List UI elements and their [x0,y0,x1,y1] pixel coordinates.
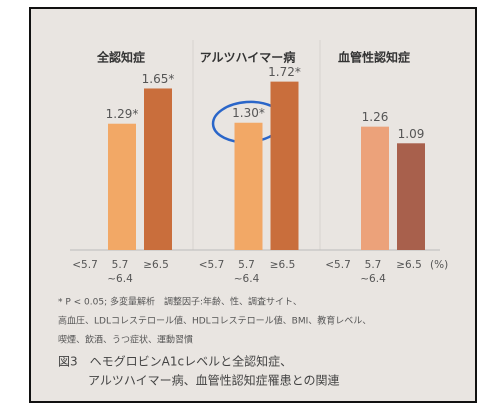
footnote: 喫煙、飲酒、うつ症状、運動習慣 [58,334,193,346]
bar [397,143,425,250]
page: 全認知症 <5.7 5.7 ~6.4 1.29* ≥6.5 1.65* アルツハイマー病 <5.… [0,0,496,408]
chart: 全認知症 <5.7 5.7 ~6.4 1.29* ≥6.5 1.65* アルツハイマー病 <5.… [0,0,496,408]
bar [235,123,263,250]
x-tick-label: 5.7 [238,259,255,271]
footnote: 高血圧、LDLコレステロール値、HDLコレステロール値、BMI、教育レベル、 [58,315,371,327]
bar [108,124,136,250]
group-title: アルツハイマー病 [200,50,296,65]
bar [271,82,299,250]
x-tick-label: 5.7 [112,259,129,271]
x-tick-label: ~6.4 [107,273,133,285]
x-unit: (%) [430,259,448,271]
x-tick-label: ~6.4 [234,273,260,285]
value-label: 1.65* [142,72,175,86]
bar [361,127,389,250]
value-label: 1.29* [106,107,139,121]
x-tick-label: ~6.4 [360,273,386,285]
caption: 図3 ヘモグロビンA1cレベルと全認知症、 [58,354,292,369]
caption: アルツハイマー病、血管性認知症罹患との関連 [88,373,340,388]
value-label: 1.26 [362,110,389,124]
group-title: 全認知症 [96,50,145,65]
x-tick-label: ≥6.5 [143,259,169,271]
x-tick-label: ≥6.5 [396,259,422,271]
value-label: 1.09 [398,127,425,141]
bar [144,88,172,250]
x-tick-label: <5.7 [199,259,225,271]
x-tick-label: <5.7 [325,259,351,271]
footnote: * P < 0.05; 多変量解析 調整因子:年齢、性、調査サイト、 [58,296,302,308]
x-tick-label: ≥6.5 [270,259,296,271]
x-tick-label: <5.7 [72,259,98,271]
group-title: 血管性認知症 [338,50,410,65]
x-tick-label: 5.7 [365,259,382,271]
value-label: 1.30* [232,106,265,120]
value-label: 1.72* [268,65,301,79]
